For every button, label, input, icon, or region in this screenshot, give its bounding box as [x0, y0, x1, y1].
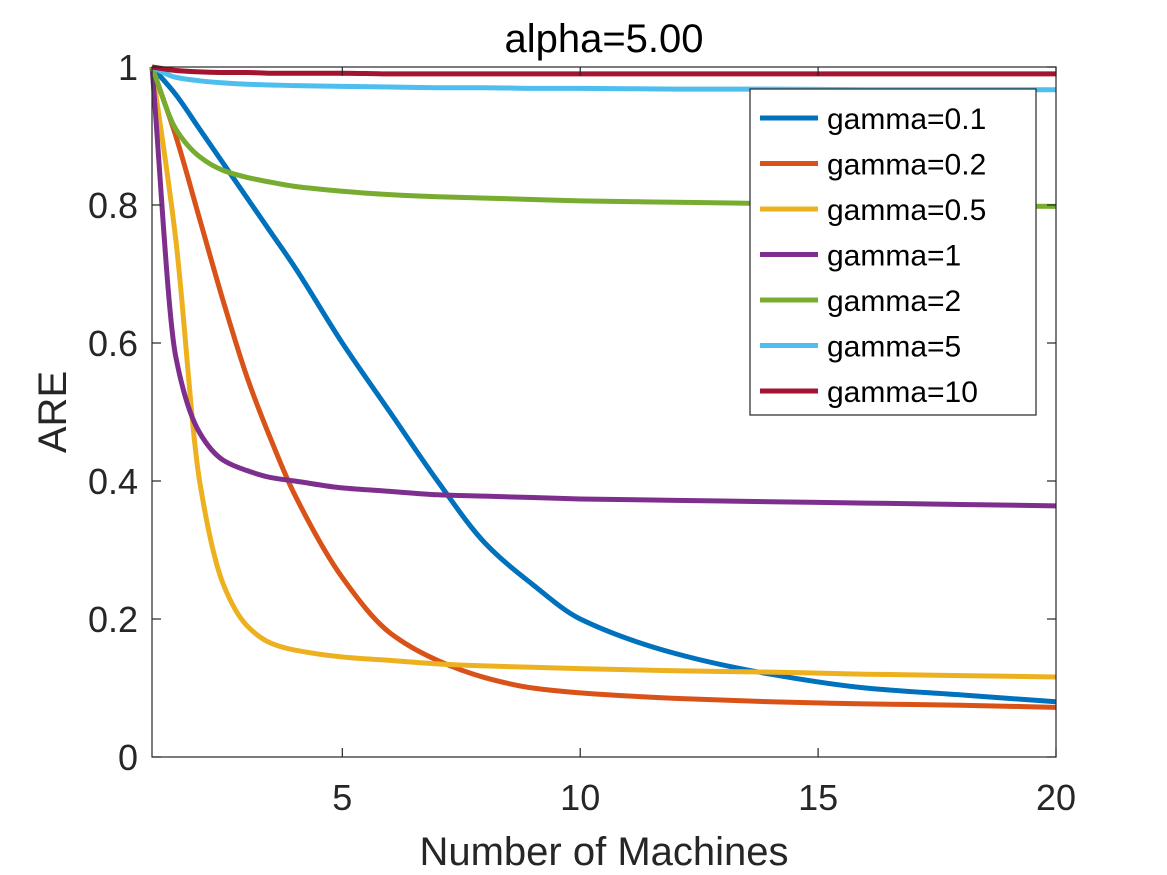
y-axis-label: ARE: [31, 371, 75, 453]
legend: gamma=0.1 gamma=0.2 gamma=0.5 gamma=1 gamma=…: [749, 88, 1037, 416]
x-axis-label: Number of Machines: [419, 830, 788, 874]
y-tick-label: 0.2: [88, 599, 138, 640]
legend-label: gamma=0.2: [827, 149, 986, 182]
x-tick-label: 5: [332, 777, 352, 818]
series-line-gamma-1: [149, 66, 1057, 509]
tick-labels: 5 10 15 20 0 0.2 0.4 0.6 0.8 1: [88, 47, 1076, 818]
y-tick-label: 0.6: [88, 323, 138, 364]
y-tick-label: 0.4: [88, 461, 138, 502]
x-tick-label: 10: [560, 777, 600, 818]
series-line-gamma-0-2: [149, 66, 1057, 710]
legend-label: gamma=0.5: [827, 194, 986, 227]
legend-label: gamma=5: [827, 331, 961, 364]
x-tick-label: 15: [798, 777, 838, 818]
legend-label: gamma=2: [827, 285, 961, 318]
legend-label: gamma=1: [827, 240, 961, 273]
legend-label: gamma=10: [827, 376, 978, 409]
legend-label: gamma=0.1: [827, 103, 986, 136]
chart-title: alpha=5.00: [504, 17, 703, 61]
y-tick-label: 0: [118, 737, 138, 778]
y-tick-label: 1: [118, 47, 138, 88]
x-tick-label: 20: [1036, 777, 1076, 818]
y-tick-label: 0.8: [88, 185, 138, 226]
series-line-gamma-0-1: [150, 65, 1057, 705]
plot-frame: [151, 66, 1057, 758]
series-line-gamma-0-5: [149, 66, 1057, 680]
